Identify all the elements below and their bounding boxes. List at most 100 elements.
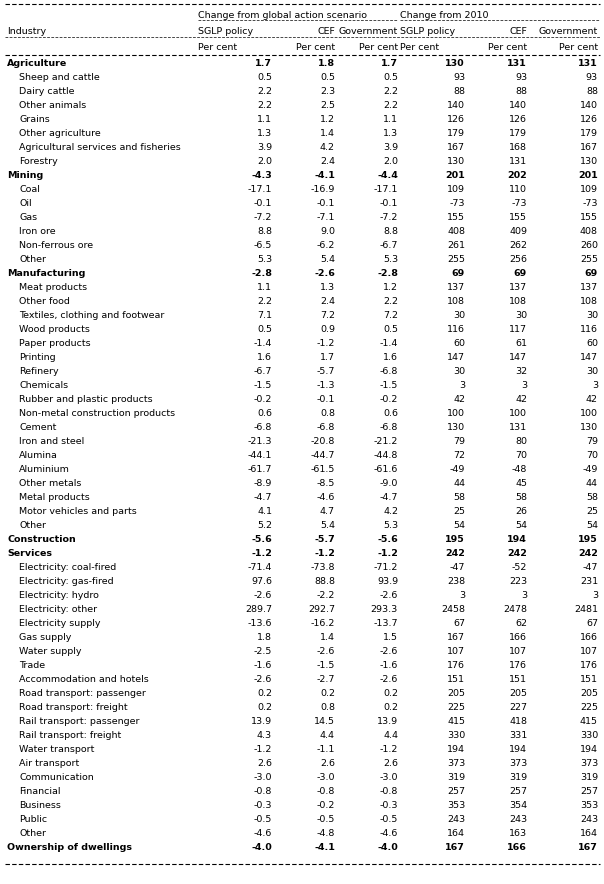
Text: -4.7: -4.7: [380, 493, 398, 502]
Text: 4.1: 4.1: [257, 507, 272, 516]
Text: 7.2: 7.2: [383, 311, 398, 321]
Text: -5.7: -5.7: [314, 536, 335, 545]
Text: Manufacturing: Manufacturing: [7, 270, 85, 278]
Text: 1.3: 1.3: [257, 129, 272, 139]
Text: -4.0: -4.0: [251, 843, 272, 852]
Text: Cement: Cement: [19, 423, 56, 432]
Text: Oil: Oil: [19, 200, 31, 209]
Text: -52: -52: [512, 563, 527, 573]
Text: 225: 225: [580, 704, 598, 713]
Text: -1.3: -1.3: [316, 382, 335, 391]
Text: 1.8: 1.8: [318, 59, 335, 68]
Text: 415: 415: [580, 718, 598, 727]
Text: 107: 107: [580, 647, 598, 657]
Text: -2.6: -2.6: [314, 270, 335, 278]
Text: Refinery: Refinery: [19, 368, 59, 377]
Text: 242: 242: [445, 550, 465, 559]
Text: 194: 194: [580, 745, 598, 755]
Text: 62: 62: [515, 620, 527, 629]
Text: -4.6: -4.6: [316, 493, 335, 502]
Text: Change from global action scenario: Change from global action scenario: [198, 11, 367, 19]
Text: 4.7: 4.7: [320, 507, 335, 516]
Text: 418: 418: [509, 718, 527, 727]
Text: -1.1: -1.1: [316, 745, 335, 755]
Text: 164: 164: [580, 829, 598, 839]
Text: 147: 147: [447, 354, 465, 362]
Text: 100: 100: [509, 409, 527, 418]
Text: -2.8: -2.8: [251, 270, 272, 278]
Text: -1.2: -1.2: [314, 550, 335, 559]
Text: Other: Other: [19, 255, 46, 264]
Text: -4.3: -4.3: [251, 171, 272, 180]
Text: -1.4: -1.4: [254, 339, 272, 348]
Text: Electricity: gas-fired: Electricity: gas-fired: [19, 577, 114, 586]
Text: 3: 3: [459, 382, 465, 391]
Text: Accommodation and hotels: Accommodation and hotels: [19, 675, 149, 684]
Text: 88: 88: [586, 88, 598, 96]
Text: -61.5: -61.5: [310, 466, 335, 475]
Text: 4.4: 4.4: [320, 731, 335, 741]
Text: Water transport: Water transport: [19, 745, 94, 755]
Text: 100: 100: [447, 409, 465, 418]
Text: -2.2: -2.2: [316, 591, 335, 600]
Text: 0.5: 0.5: [257, 325, 272, 334]
Text: 107: 107: [509, 647, 527, 657]
Text: 3: 3: [592, 591, 598, 600]
Text: 1.8: 1.8: [257, 634, 272, 643]
Text: 176: 176: [447, 661, 465, 670]
Text: 2.2: 2.2: [257, 298, 272, 307]
Text: 4.4: 4.4: [383, 731, 398, 741]
Text: 42: 42: [453, 395, 465, 405]
Text: 108: 108: [509, 298, 527, 307]
Text: -73: -73: [449, 200, 465, 209]
Text: 7.1: 7.1: [257, 311, 272, 321]
Text: 0.2: 0.2: [383, 690, 398, 698]
Text: 163: 163: [509, 829, 527, 839]
Text: 167: 167: [445, 843, 465, 852]
Text: 1.5: 1.5: [383, 634, 398, 643]
Text: 140: 140: [447, 102, 465, 110]
Text: 415: 415: [447, 718, 465, 727]
Text: 131: 131: [509, 423, 527, 432]
Text: 2.6: 2.6: [257, 759, 272, 768]
Text: 130: 130: [445, 59, 465, 68]
Text: 2478: 2478: [503, 606, 527, 614]
Text: -6.8: -6.8: [316, 423, 335, 432]
Text: -6.7: -6.7: [254, 368, 272, 377]
Text: -0.1: -0.1: [380, 200, 398, 209]
Text: 2.0: 2.0: [257, 157, 272, 166]
Text: -1.4: -1.4: [380, 339, 398, 348]
Text: -0.1: -0.1: [316, 200, 335, 209]
Text: Printing: Printing: [19, 354, 56, 362]
Text: 202: 202: [507, 171, 527, 180]
Text: 2.6: 2.6: [383, 759, 398, 768]
Text: 0.2: 0.2: [257, 690, 272, 698]
Text: 54: 54: [586, 522, 598, 530]
Text: Business: Business: [19, 802, 61, 811]
Text: 195: 195: [445, 536, 465, 545]
Text: Alumina: Alumina: [19, 452, 58, 461]
Text: 60: 60: [586, 339, 598, 348]
Text: 1.2: 1.2: [383, 284, 398, 293]
Text: Per cent: Per cent: [488, 42, 527, 51]
Text: Electricity: coal-fired: Electricity: coal-fired: [19, 563, 116, 573]
Text: 117: 117: [509, 325, 527, 334]
Text: 201: 201: [578, 171, 598, 180]
Text: 167: 167: [578, 843, 598, 852]
Text: 256: 256: [509, 255, 527, 264]
Text: 0.6: 0.6: [383, 409, 398, 418]
Text: Textiles, clothing and footwear: Textiles, clothing and footwear: [19, 311, 164, 321]
Text: 1.7: 1.7: [320, 354, 335, 362]
Text: 151: 151: [509, 675, 527, 684]
Text: -21.3: -21.3: [248, 438, 272, 446]
Text: -0.5: -0.5: [380, 816, 398, 825]
Text: -1.6: -1.6: [380, 661, 398, 670]
Text: -3.0: -3.0: [254, 774, 272, 782]
Text: Rail transport: freight: Rail transport: freight: [19, 731, 121, 741]
Text: 257: 257: [509, 788, 527, 796]
Text: 5.4: 5.4: [320, 522, 335, 530]
Text: Per cent: Per cent: [359, 42, 398, 51]
Text: -73: -73: [512, 200, 527, 209]
Text: 243: 243: [509, 816, 527, 825]
Text: 2.6: 2.6: [320, 759, 335, 768]
